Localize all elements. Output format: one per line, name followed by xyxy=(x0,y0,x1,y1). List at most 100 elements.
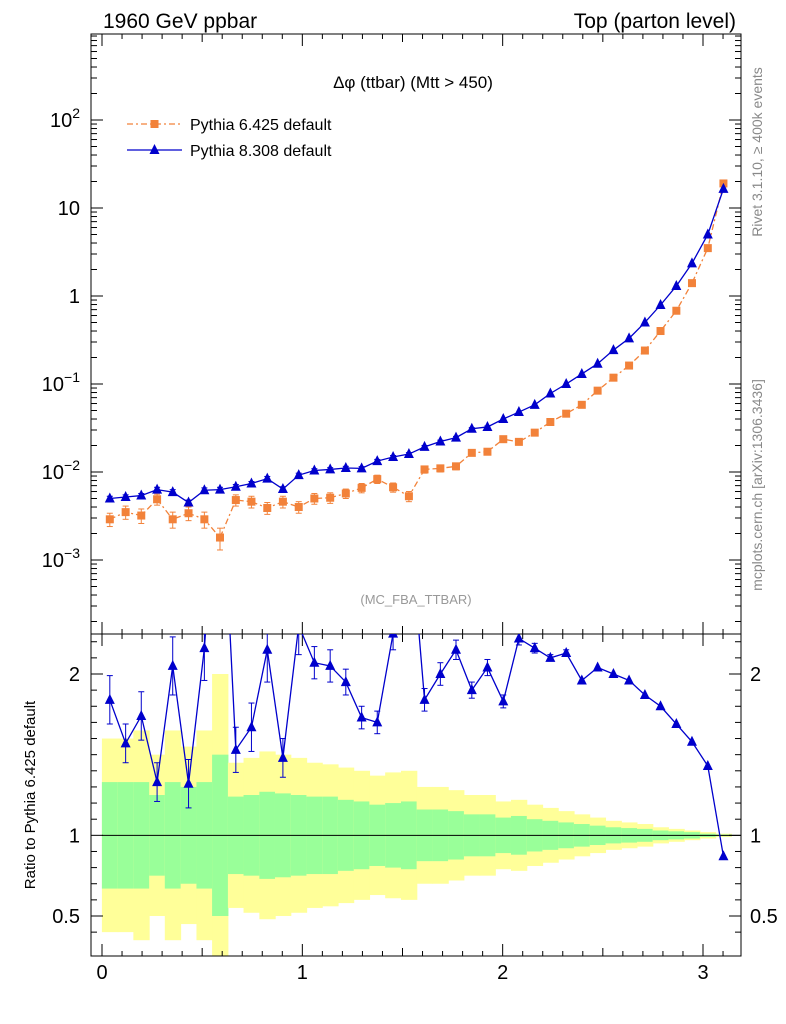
x-tick-label: 3 xyxy=(697,962,708,984)
pythia8-point xyxy=(325,463,336,474)
ratio-point xyxy=(152,776,163,787)
pythia6-point xyxy=(215,533,224,542)
ratio-y-tick-label-left: 0.5 xyxy=(52,906,80,928)
ratio-point xyxy=(435,668,446,678)
pythia8-point xyxy=(608,344,619,355)
pythia6-point xyxy=(389,483,398,492)
legend: Pythia 6.425 default Pythia 8.308 defaul… xyxy=(127,117,332,160)
y-tick-label-exponent: −1 xyxy=(64,369,80,385)
mcplots-label: mcplots.cern.ch [arXiv:1306.3436] xyxy=(749,379,765,591)
pythia8-point xyxy=(309,464,320,475)
ratio-point xyxy=(639,688,650,699)
pythia6-point xyxy=(137,511,146,520)
pythia8-point xyxy=(529,398,540,409)
ratio-point xyxy=(136,709,147,720)
pythia6-point xyxy=(153,495,162,504)
ratio-point xyxy=(671,718,682,729)
upper-data-series xyxy=(104,179,729,551)
ratio-point xyxy=(529,642,540,653)
pythia6-point xyxy=(593,386,602,395)
y-tick-label-base: 10 xyxy=(50,110,72,132)
legend-entry-pythia6: Pythia 6.425 default xyxy=(127,117,332,134)
pythia8-point xyxy=(277,483,288,494)
pythia8-line xyxy=(109,188,725,504)
pythia6-point xyxy=(436,464,445,473)
plot-title: Δφ (ttbar) (Mtt > 450) xyxy=(333,73,493,92)
pythia8-point xyxy=(167,486,178,497)
pythia8-point xyxy=(293,469,304,480)
ratio-y-tick-label-right: 0.5 xyxy=(750,906,778,928)
pythia8-point xyxy=(340,462,351,473)
ratio-point xyxy=(686,735,697,746)
ratio-point xyxy=(718,850,729,861)
pythia6-point xyxy=(546,417,555,426)
ratio-point xyxy=(325,659,336,670)
y-tick-label-exponent: 2 xyxy=(72,105,80,121)
y-tick-label-exponent: −2 xyxy=(64,457,80,473)
pythia6-point xyxy=(420,465,429,474)
pythia8-point xyxy=(450,431,461,442)
ratio-point xyxy=(450,643,461,654)
lower-tick-labels: 0.5 0.5 1 1 2 2 0 1 2 3 xyxy=(52,664,778,984)
y-tick-label: 10 xyxy=(58,198,80,220)
pythia8-point xyxy=(262,472,273,483)
pythia8-point xyxy=(482,420,493,431)
header-left: 1960 GeV ppbar xyxy=(103,10,257,33)
pythia6-point xyxy=(530,428,539,437)
ratio-point xyxy=(702,759,713,770)
pythia6-point xyxy=(341,489,350,498)
y-tick-label-exponent: −3 xyxy=(64,545,80,561)
ratio-point xyxy=(120,737,131,748)
pythia6-point xyxy=(184,509,193,518)
legend-marker-pythia6 xyxy=(150,120,159,128)
pythia6-point xyxy=(168,515,177,524)
y-tick-label: 1 xyxy=(69,286,80,308)
ratio-point xyxy=(199,642,210,653)
x-tick-label: 0 xyxy=(96,962,107,984)
pythia6-point xyxy=(247,497,256,506)
pythia6-point xyxy=(467,448,476,457)
ratio-y-tick-label-right: 2 xyxy=(750,664,761,686)
pythia8-point xyxy=(136,489,147,500)
ratio-point xyxy=(466,684,477,695)
y-tick-label-base: 10 xyxy=(58,198,80,220)
ratio-point xyxy=(277,751,288,762)
pythia8-point xyxy=(639,316,650,327)
ratio-point xyxy=(545,651,556,662)
pythia6-point xyxy=(121,508,130,517)
y-tick-label-base: 10 xyxy=(42,462,64,484)
y-tick-label: 10−1 xyxy=(42,369,80,396)
pythia8-point xyxy=(466,422,477,433)
pythia8-point xyxy=(120,490,131,501)
x-tick-label: 1 xyxy=(297,962,308,984)
pythia6-point xyxy=(562,409,571,418)
y-tick-label: 10−3 xyxy=(42,545,80,572)
x-tick-label: 2 xyxy=(497,962,508,984)
pythia6-point xyxy=(373,475,382,484)
pythia6-point xyxy=(404,492,413,501)
upper-frame xyxy=(90,33,742,635)
pythia8-point xyxy=(671,279,682,290)
ratio-point xyxy=(246,721,257,732)
pythia8-point xyxy=(498,413,509,424)
pythia8-point xyxy=(435,435,446,446)
pythia6-point xyxy=(687,279,696,288)
pythia8-point xyxy=(545,387,556,398)
pythia6-point xyxy=(609,373,618,382)
pythia8-point xyxy=(513,406,524,417)
ratio-point xyxy=(561,647,572,658)
pythia8-point xyxy=(152,483,163,494)
ratio-point xyxy=(655,700,666,711)
pythia8-point xyxy=(718,182,729,193)
ratio-point xyxy=(404,507,414,517)
pythia6-point xyxy=(514,437,523,446)
ratio-point xyxy=(592,661,603,672)
ratio-point xyxy=(513,634,524,643)
pythia8-point xyxy=(419,440,430,451)
legend-entry-pythia8: Pythia 8.308 default xyxy=(127,143,332,160)
lower-axis-ticks xyxy=(91,634,741,956)
pythia6-point xyxy=(200,515,209,524)
